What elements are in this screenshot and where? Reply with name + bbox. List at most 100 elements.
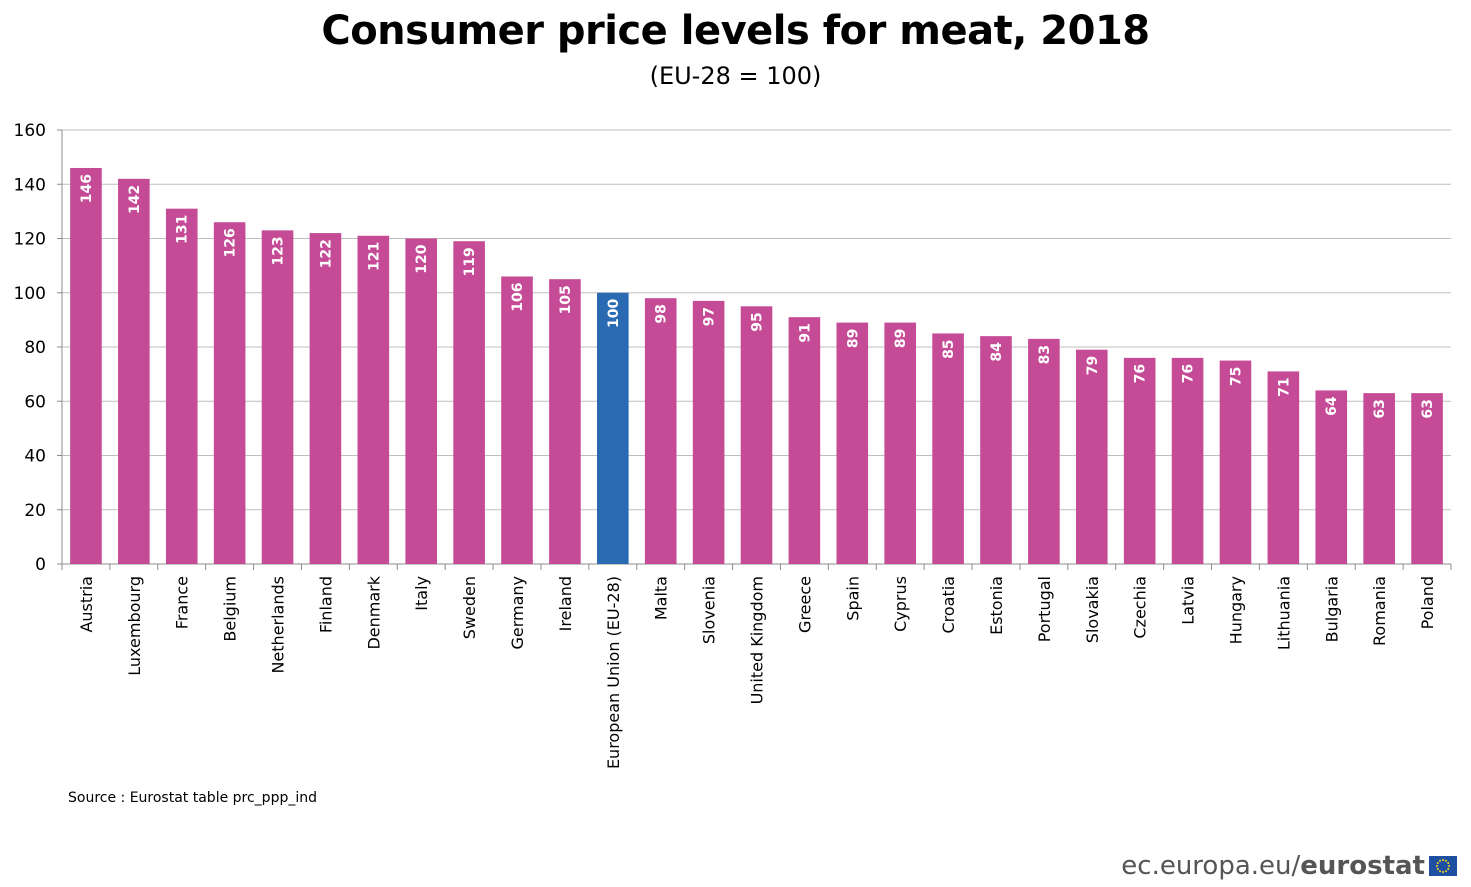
bar — [1171, 357, 1204, 564]
bar — [740, 306, 773, 564]
data-label: 71 — [1276, 377, 1292, 396]
x-tick-label: Romania — [1370, 576, 1389, 646]
bar — [1219, 360, 1252, 564]
bar — [70, 167, 102, 564]
y-tick-label: 40 — [24, 447, 46, 467]
data-label: 75 — [1228, 367, 1244, 386]
data-label: 89 — [893, 329, 909, 348]
y-tick-label: 120 — [14, 230, 46, 250]
data-labels: 146 142 131 126 123 122 121 120 119 106 105 100 98 97… — [79, 174, 1436, 419]
data-label: 146 — [79, 174, 95, 203]
y-tick-label: 160 — [14, 121, 46, 141]
data-label: 85 — [941, 339, 957, 358]
data-label: 131 — [175, 215, 191, 244]
data-label: 121 — [366, 242, 382, 271]
data-label: 89 — [845, 329, 861, 348]
data-label: 84 — [989, 342, 1005, 362]
x-tick-label: Luxembourg — [125, 576, 144, 676]
bar — [788, 317, 821, 564]
x-tick-label: Cyprus — [891, 576, 910, 632]
data-label: 98 — [654, 304, 670, 323]
data-label: 106 — [510, 282, 526, 311]
x-tick-label: Finland — [316, 576, 335, 633]
brand-name: eurostat — [1300, 851, 1425, 881]
data-label: 63 — [1372, 399, 1388, 418]
x-tick-label: Denmark — [364, 575, 383, 649]
data-label: 123 — [271, 236, 287, 265]
bar — [309, 233, 342, 564]
x-tick-label: Hungary — [1226, 576, 1245, 644]
y-tick-label: 140 — [14, 175, 46, 195]
x-tick-label: United Kingdom — [748, 576, 767, 704]
bar — [1363, 393, 1395, 564]
bar — [932, 333, 964, 564]
y-tick-labels: 0 20 40 60 80 100 120 140 160 — [14, 121, 46, 575]
y-tick-label: 0 — [35, 555, 46, 575]
data-label: 119 — [462, 247, 478, 276]
data-label: 100 — [606, 299, 622, 328]
x-tick-label: Croatia — [939, 576, 958, 634]
bar — [118, 178, 150, 564]
x-tick-label: Portugal — [1035, 576, 1054, 642]
x-tick-label: France — [173, 576, 192, 629]
x-tick-label: Ireland — [556, 576, 575, 631]
x-tick-label: Spain — [843, 576, 862, 621]
bar — [1411, 393, 1443, 564]
x-tick-label: Czechia — [1131, 576, 1150, 639]
bar — [1315, 390, 1348, 564]
data-label: 120 — [414, 244, 430, 273]
x-tick-label: Austria — [77, 576, 96, 633]
bar — [261, 230, 294, 565]
data-label: 142 — [127, 185, 143, 214]
data-label: 95 — [750, 312, 766, 331]
bar — [980, 336, 1012, 564]
data-label: 76 — [1133, 364, 1149, 383]
bar — [213, 222, 246, 564]
bar — [501, 276, 533, 564]
bar — [165, 208, 198, 564]
y-tick-label: 80 — [24, 338, 46, 358]
x-tick-label: Slovenia — [700, 576, 719, 644]
bars — [70, 167, 1443, 565]
data-label: 83 — [1037, 345, 1053, 364]
bar — [1075, 349, 1108, 564]
chart-subtitle: (EU-28 = 100) — [649, 62, 822, 90]
x-tick-label: Italy — [412, 576, 431, 611]
data-label: 126 — [223, 228, 239, 257]
data-label: 76 — [1181, 364, 1197, 383]
source-note: Source : Eurostat table prc_ppp_ind — [68, 790, 317, 806]
data-label: 63 — [1420, 399, 1436, 418]
data-label: 122 — [318, 239, 334, 268]
bar — [405, 238, 438, 564]
x-tick-label: Belgium — [221, 576, 240, 642]
data-label: 97 — [702, 307, 718, 326]
bar — [692, 300, 725, 564]
chart-title: Consumer price levels for meat, 2018 — [321, 8, 1150, 54]
bar — [644, 298, 677, 564]
data-label: 105 — [558, 285, 574, 314]
x-tick-label: Lithuania — [1274, 576, 1293, 650]
bar — [1123, 357, 1156, 564]
x-tick-label: Germany — [508, 576, 527, 650]
bar — [549, 279, 581, 564]
data-label: 79 — [1085, 356, 1101, 375]
eurostat-brand[interactable]: ec.europa.eu/eurostat — [1121, 851, 1457, 881]
bar — [1028, 338, 1060, 564]
x-tick-label: Malta — [652, 576, 671, 620]
x-tick-label: Netherlands — [269, 576, 288, 674]
x-tick-label: Estonia — [987, 576, 1006, 635]
data-label: 64 — [1324, 396, 1340, 416]
bar — [884, 322, 916, 564]
data-label: 91 — [797, 323, 813, 342]
x-tick-label: Sweden — [460, 576, 479, 639]
x-tick-labels: Austria Luxembourg France Belgium Netherland… — [77, 575, 1437, 769]
x-tick-label: Bulgaria — [1322, 576, 1341, 642]
bar — [597, 292, 629, 564]
bar — [836, 322, 869, 564]
bar — [1267, 371, 1300, 564]
y-tick-label: 60 — [24, 392, 46, 412]
bar — [357, 235, 390, 564]
x-tick-label: Slovakia — [1083, 576, 1102, 643]
x-tick-label: Greece — [795, 576, 814, 633]
